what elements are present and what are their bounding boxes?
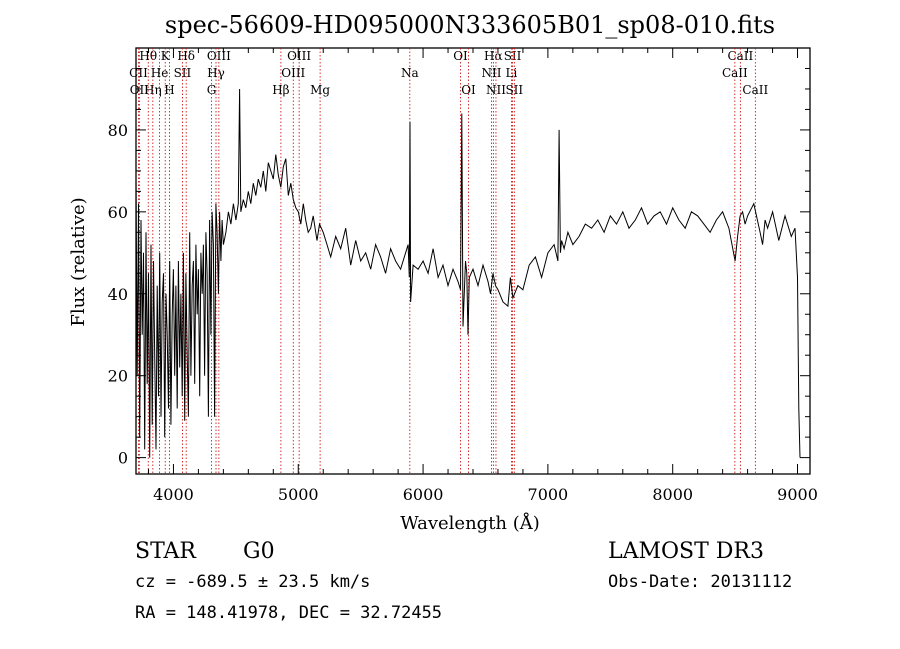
x-tick-label: 9000 xyxy=(777,485,818,504)
y-tick-label: 40 xyxy=(108,285,128,304)
x-tick-label: 4000 xyxy=(153,485,194,504)
line-marker-label: OIII xyxy=(207,49,231,63)
x-axis-label: Wavelength (Å) xyxy=(400,512,540,534)
line-marker-label: NII xyxy=(481,66,501,80)
line-marker-label: K xyxy=(161,49,171,63)
survey-name: LAMOST DR3 xyxy=(608,539,764,564)
y-tick-label: 80 xyxy=(108,121,128,140)
x-tick-label: 5000 xyxy=(278,485,319,504)
line-marker-label: Li xyxy=(506,66,518,80)
line-marker-label: CaII xyxy=(727,49,753,63)
x-tick-label: 8000 xyxy=(652,485,693,504)
line-marker-label: CII xyxy=(129,66,148,80)
obs-date: Obs-Date: 20131112 xyxy=(608,572,793,592)
line-marker-label: OIII xyxy=(281,66,305,80)
line-marker-label: NII xyxy=(486,83,506,97)
line-marker-label: He xyxy=(151,66,169,80)
x-tick-label: 6000 xyxy=(403,485,444,504)
chart-title: spec-56609-HD095000N333605B01_sp08-010.f… xyxy=(165,11,775,39)
line-marker-label: Hα xyxy=(484,49,503,63)
line-marker-label: SII xyxy=(505,83,523,97)
axis-ticks-group: 4000 5000 6000 7000 8000 9000 0 20 40 60 80 xyxy=(108,48,818,504)
velocity-readout: cz = -689.5 ± 23.5 km/s xyxy=(135,572,371,592)
y-tick-label: 20 xyxy=(108,367,128,386)
coordinates: RA = 148.41978, DEC = 32.72455 xyxy=(135,603,443,623)
line-marker-label: H xyxy=(164,83,174,97)
star-subclass: G0 xyxy=(243,539,275,564)
line-marker-label: Hβ xyxy=(272,83,289,97)
y-tick-label: 60 xyxy=(108,203,128,222)
line-marker-label: Hη xyxy=(144,83,162,97)
line-marker-label: OIII xyxy=(287,49,311,63)
line-marker-label: OI xyxy=(453,49,468,63)
line-marker-label: G xyxy=(207,83,217,97)
line-marker-label: SII xyxy=(174,66,192,80)
line-marker-label: Hδ xyxy=(177,49,195,63)
line-marker-label: Hγ xyxy=(207,66,225,80)
plot-frame xyxy=(135,47,811,475)
x-tick-label: 7000 xyxy=(528,485,569,504)
spectrum-line xyxy=(135,88,801,458)
line-marker-label: CaII xyxy=(722,66,748,80)
y-tick-label: 0 xyxy=(118,449,128,468)
line-marker-label: CaII xyxy=(742,83,768,97)
line-marker-label: Mg xyxy=(310,83,330,97)
line-marker-label: OI xyxy=(461,83,476,97)
star-class: STAR xyxy=(135,539,196,564)
line-marker-label: Na xyxy=(401,66,419,80)
y-axis-label: Flux (relative) xyxy=(68,197,89,326)
line-marker-label: OII xyxy=(130,83,150,97)
line-marker-label: SII xyxy=(504,49,522,63)
